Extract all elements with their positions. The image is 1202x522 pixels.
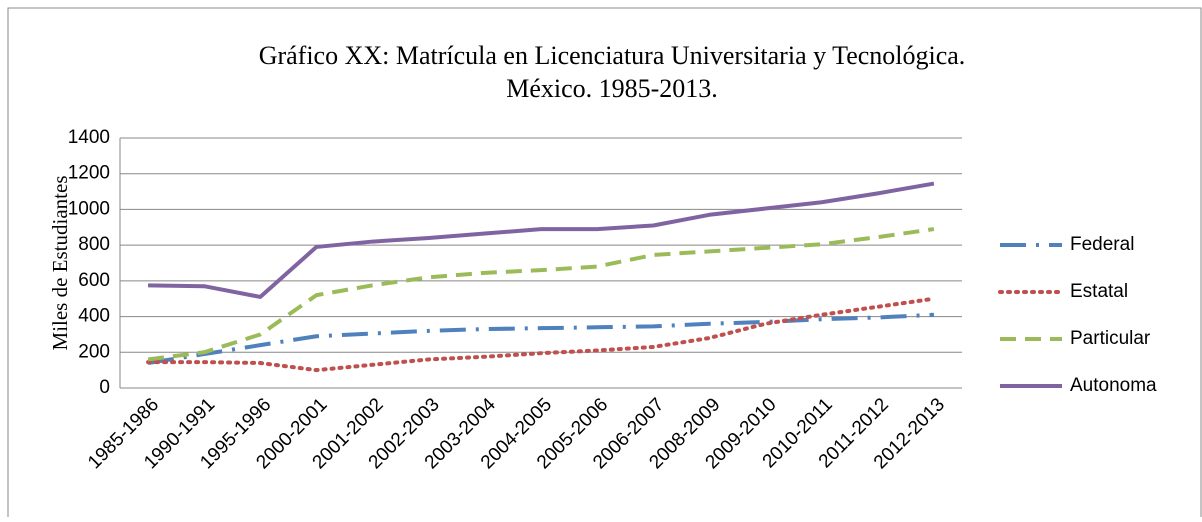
chart-title: Gráfico XX: Matrícula en Licenciatura Un… [259,41,966,70]
y-tick-label: 800 [78,234,110,255]
chart-subtitle: México. 1985-2013. [506,74,718,103]
y-tick-label: 600 [78,270,110,291]
line-series [147,312,935,365]
legend-label: Federal [1070,234,1134,255]
y-tick-label: 1000 [68,198,110,219]
y-tick-label: 1200 [68,163,110,184]
line-series [147,227,935,362]
legend-label: Particular [1070,328,1151,349]
y-tick-label: 200 [78,341,110,362]
y-tick-label: 400 [78,306,110,327]
legend-label: Autonoma [1070,375,1157,396]
y-tick-label: 0 [99,377,110,398]
legend-label: Estatal [1070,281,1128,302]
y-axis-label: Miles de Estudiantes [48,176,72,351]
line-series [148,181,935,299]
y-tick-label: 1400 [68,127,110,148]
chart-frame [7,7,1202,522]
line-series [146,296,936,373]
